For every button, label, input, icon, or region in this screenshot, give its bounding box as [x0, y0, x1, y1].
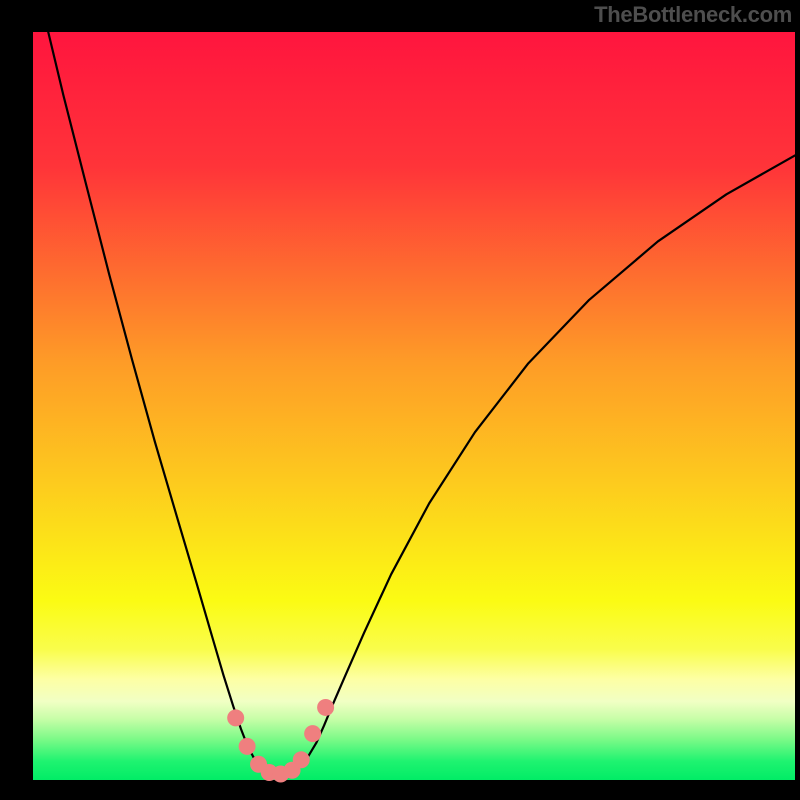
curve-marker — [239, 738, 256, 755]
plot-area-gradient — [33, 32, 795, 780]
curve-marker — [227, 709, 244, 726]
curve-marker — [317, 699, 334, 716]
watermark-text: TheBottleneck.com — [594, 2, 792, 28]
chart-svg — [0, 0, 800, 800]
chart-container: TheBottleneck.com — [0, 0, 800, 800]
curve-marker — [293, 751, 310, 768]
curve-marker — [304, 725, 321, 742]
